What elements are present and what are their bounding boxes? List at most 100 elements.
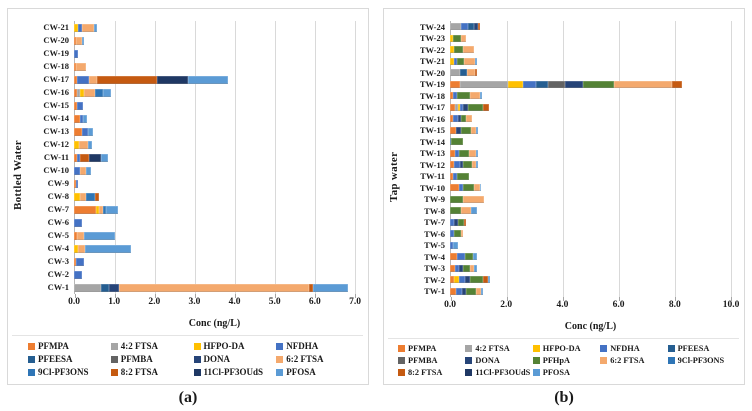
legend-swatch-icon xyxy=(600,345,608,352)
category-label: CW-21 xyxy=(43,22,69,33)
bar-row: TW-10 xyxy=(404,183,731,193)
category-label: CW-12 xyxy=(43,139,69,150)
category-label: TW-6 xyxy=(424,228,445,239)
legend-item: PFEESA xyxy=(28,354,111,364)
bar-row: TW-18 xyxy=(404,91,731,101)
grid-line xyxy=(619,21,620,297)
category-label: TW-22 xyxy=(419,44,445,55)
bar-segment xyxy=(85,244,132,253)
bar-segment xyxy=(463,161,472,169)
bar-segment xyxy=(77,75,90,84)
bar-track xyxy=(450,241,731,249)
legend-swatch-icon xyxy=(276,355,284,363)
bar-track xyxy=(74,166,355,175)
legend-label: PFMPA xyxy=(408,344,437,353)
bar-segment xyxy=(456,92,470,100)
legend-swatch-icon xyxy=(532,369,540,376)
legend-label: PFOSA xyxy=(542,368,570,377)
bar-segment xyxy=(462,46,474,54)
bar-segment xyxy=(452,115,458,123)
bar-segment xyxy=(454,264,459,272)
bar-segment xyxy=(471,207,478,215)
legend: PFMPA 4:2 FTSA HFPO-DA NFDHA PFEESA PFMBA DONA… xyxy=(388,338,739,382)
bar-track xyxy=(74,23,355,32)
bar-track xyxy=(450,287,731,295)
grid-line xyxy=(235,21,236,294)
bar-segment xyxy=(458,149,469,157)
axis-tick-mark xyxy=(115,294,116,298)
bar-row: CW-12 xyxy=(28,140,355,149)
legend-swatch-icon xyxy=(110,342,118,350)
bar-segment xyxy=(474,184,480,192)
legend-swatch-icon xyxy=(193,368,201,376)
legend-label: PFEESA xyxy=(677,344,710,353)
legend-swatch-icon xyxy=(398,357,405,364)
legend-swatch-icon xyxy=(667,357,675,364)
axis-tick-mark xyxy=(619,297,620,301)
category-label: CW-19 xyxy=(43,48,69,59)
bar-track xyxy=(450,218,731,226)
bar-row: CW-10 xyxy=(28,166,355,175)
bar-row: CW-14 xyxy=(28,114,355,123)
legend-label: 4:2 FTSA xyxy=(475,344,510,353)
category-label: CW-1 xyxy=(47,282,69,293)
category-label: TW-24 xyxy=(419,21,445,32)
bar-segment xyxy=(96,205,99,214)
bar-segment xyxy=(482,276,488,284)
bar-track xyxy=(74,49,355,58)
bar-segment xyxy=(450,207,462,215)
bar-segment xyxy=(450,218,455,226)
legend-label: HFPO-DA xyxy=(542,344,581,353)
bar-segment xyxy=(80,114,84,123)
plot-area: Tap water TW-24 TW-23 TW-22 TW-21 TW-20 TW-19… xyxy=(388,15,739,338)
chart-panel-tap-water: Tap water TW-24 TW-23 TW-22 TW-21 TW-20 TW-19… xyxy=(383,8,745,385)
bar-segment xyxy=(74,88,77,97)
legend-label: PFHpA xyxy=(542,356,570,365)
caption-b: (b) xyxy=(554,389,574,406)
category-label: CW-7 xyxy=(47,204,69,215)
bar-track xyxy=(74,127,355,136)
legend-label: 8:2 FTSA xyxy=(408,368,443,377)
plot-rows: CW-21 CW-20 CW-19 CW-18 CW-17 CW-16 CW-15 CW-14… xyxy=(28,21,355,294)
axis-tick-mark xyxy=(75,294,76,298)
x-tick-label: 7.0 xyxy=(349,297,361,307)
bar-row: TW-5 xyxy=(404,241,731,250)
bar-segment xyxy=(474,57,477,65)
category-label: TW-20 xyxy=(419,67,445,78)
bar-segment xyxy=(450,172,453,180)
bar-segment xyxy=(465,287,476,295)
bar-row: TW-12 xyxy=(404,159,731,170)
bar-segment xyxy=(74,166,81,175)
bar-segment xyxy=(454,149,459,157)
bar-track xyxy=(450,115,731,123)
bar-track xyxy=(450,80,731,88)
legend-label: DONA xyxy=(203,354,231,364)
category-label: TW-12 xyxy=(419,159,445,170)
legend-item: DONA xyxy=(193,354,277,364)
legend-label: 11Cl-PF3OUdS xyxy=(203,367,264,377)
bar-segment xyxy=(480,287,484,295)
bar-segment xyxy=(476,126,479,134)
x-tick-label: 4.0 xyxy=(556,300,569,310)
bar-track xyxy=(450,172,731,180)
bar-segment xyxy=(78,244,86,253)
legend-label: 4:2 FTSA xyxy=(120,341,159,351)
bar-segment xyxy=(77,153,81,162)
bar-segment xyxy=(474,69,477,77)
bar-segment xyxy=(74,244,78,253)
bar-segment xyxy=(74,101,78,110)
bar-segment xyxy=(453,57,457,65)
bar-track xyxy=(450,92,731,100)
legend-label: HFPO-DA xyxy=(203,341,245,351)
bar-segment xyxy=(671,80,683,88)
bar-row: TW-15 xyxy=(404,126,731,135)
bar-segment xyxy=(102,205,107,214)
legend-item: HFPO-DA xyxy=(193,341,277,351)
bar-track xyxy=(450,207,731,215)
bar-track xyxy=(450,264,731,272)
legend-item: PFOSA xyxy=(276,367,359,377)
bar-row: CW-17 xyxy=(28,75,355,84)
legend-label: 9Cl-PF3ONS xyxy=(677,356,725,365)
legend-label: 6:2 FTSA xyxy=(610,356,645,365)
axis-tick-mark xyxy=(155,294,156,298)
